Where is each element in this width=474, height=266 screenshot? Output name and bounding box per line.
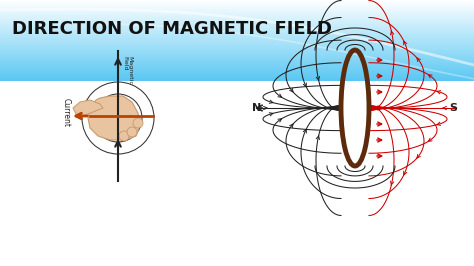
Bar: [0, 15, 474, 16]
Bar: [0, 5, 474, 6]
Circle shape: [119, 131, 129, 141]
Bar: [0, 41, 474, 43]
Bar: [0, 46, 474, 48]
Bar: [0, 28, 474, 29]
Bar: [0, 76, 474, 78]
Bar: [0, 39, 474, 40]
Bar: [0, 25, 474, 26]
Bar: [0, 22, 474, 23]
Bar: [0, 9, 474, 10]
Bar: [0, 61, 474, 63]
Circle shape: [133, 118, 143, 128]
Bar: [0, 78, 474, 80]
Bar: [0, 44, 474, 45]
Bar: [0, 72, 474, 74]
Text: S: S: [449, 103, 457, 113]
Bar: [0, 11, 474, 12]
Bar: [0, 12, 474, 13]
Bar: [0, 54, 474, 56]
Bar: [0, 55, 474, 57]
Bar: [0, 26, 474, 27]
Bar: [0, 43, 474, 44]
Bar: [0, 40, 474, 41]
Bar: [0, 62, 474, 64]
Bar: [0, 45, 474, 47]
Bar: [0, 57, 474, 59]
Bar: [0, 27, 474, 28]
Bar: [0, 33, 474, 34]
Bar: [0, 50, 474, 52]
Bar: [0, 42, 474, 44]
Bar: [0, 69, 474, 71]
Bar: [0, 68, 474, 70]
Bar: [0, 76, 474, 77]
Bar: [0, 10, 474, 11]
Bar: [0, 47, 474, 49]
Bar: [0, 20, 474, 21]
Bar: [0, 6, 474, 7]
Circle shape: [127, 127, 137, 137]
Bar: [0, 53, 474, 55]
Bar: [0, 58, 474, 60]
Bar: [0, 56, 474, 58]
Bar: [0, 70, 474, 72]
Bar: [0, 1, 474, 2]
Bar: [0, 59, 474, 61]
Bar: [0, 30, 474, 31]
Bar: [0, 2, 474, 3]
Bar: [0, 24, 474, 25]
Bar: [0, 3, 474, 5]
Bar: [0, 51, 474, 53]
Bar: [0, 3, 474, 4]
Text: DIRECTION OF MAGNETIC FIELD: DIRECTION OF MAGNETIC FIELD: [12, 20, 332, 38]
Bar: [0, 71, 474, 73]
Bar: [0, 21, 474, 22]
Bar: [0, 74, 474, 76]
Bar: [0, 80, 474, 81]
Polygon shape: [88, 96, 140, 140]
Bar: [0, 60, 474, 62]
Bar: [0, 16, 474, 17]
Bar: [0, 18, 474, 19]
Bar: [0, 8, 474, 9]
Bar: [0, 77, 474, 79]
Bar: [0, 35, 474, 36]
Bar: [0, 7, 474, 8]
Bar: [0, 0, 474, 1]
Text: Current: Current: [62, 98, 71, 127]
Bar: [0, 52, 474, 54]
Bar: [0, 32, 474, 34]
Bar: [0, 37, 474, 39]
Bar: [0, 36, 474, 38]
Bar: [0, 63, 474, 65]
Text: N: N: [252, 103, 262, 113]
Bar: [0, 17, 474, 18]
Bar: [0, 13, 474, 14]
Bar: [0, 64, 474, 66]
Bar: [0, 23, 474, 24]
Bar: [0, 29, 474, 30]
Bar: [0, 66, 474, 68]
Bar: [0, 67, 474, 69]
Bar: [0, 49, 474, 51]
Bar: [0, 73, 474, 75]
Bar: [0, 14, 474, 15]
Bar: [0, 38, 474, 39]
Text: Magnetic
Field: Magnetic Field: [122, 56, 133, 85]
Bar: [0, 65, 474, 67]
Polygon shape: [73, 100, 103, 116]
Bar: [0, 31, 474, 32]
Bar: [0, 34, 474, 35]
Bar: [0, 48, 474, 50]
Bar: [0, 19, 474, 20]
